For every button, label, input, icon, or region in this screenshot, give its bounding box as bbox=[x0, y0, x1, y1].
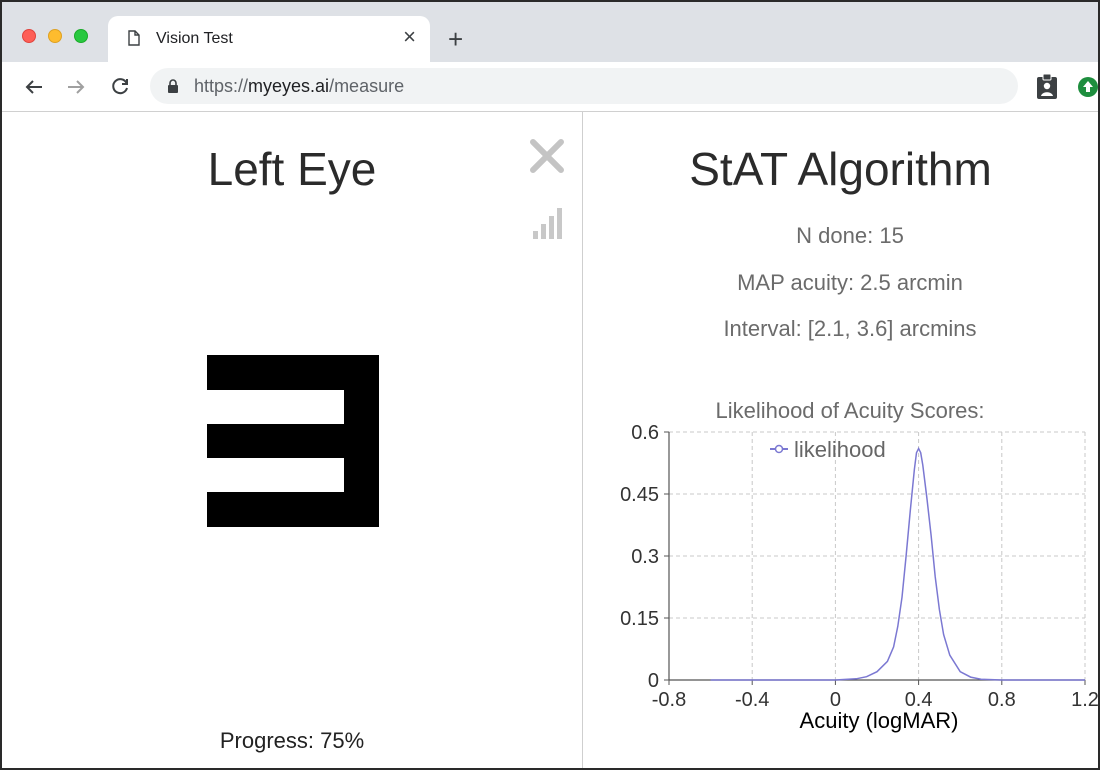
close-icon[interactable] bbox=[529, 138, 565, 174]
url-scheme: https:// bbox=[194, 76, 249, 96]
y-tick-label: 0.15 bbox=[620, 608, 659, 630]
y-tick-label: 0.3 bbox=[631, 546, 659, 568]
back-arrow-icon[interactable] bbox=[22, 75, 46, 99]
clipboard-icon[interactable] bbox=[1036, 74, 1058, 100]
page-title: Left Eye bbox=[207, 143, 377, 195]
algorithm-panel: StAT Algorithm N done: 15 MAP acuity: 2.… bbox=[583, 112, 1099, 768]
likelihood-chart: -0.8 -0.4 0 0.4 0.8 1.2 0 0.15 0.3 0.45 0.6 likelih… bbox=[620, 422, 1099, 733]
algorithm-title: StAT Algorithm bbox=[689, 143, 992, 195]
legend-marker-dot bbox=[774, 444, 784, 454]
pane-divider bbox=[582, 112, 583, 768]
tab-strip: Vision Test × + bbox=[2, 2, 1098, 62]
tumbling-e-optotype bbox=[207, 355, 379, 527]
y-tick-label: 0 bbox=[648, 670, 659, 692]
n-done-text: N done: 15 bbox=[796, 223, 904, 248]
x-tick-label: 0.4 bbox=[905, 689, 933, 711]
minimize-window-button[interactable] bbox=[48, 29, 62, 43]
lock-icon bbox=[168, 79, 178, 93]
y-tick-label: 0.6 bbox=[631, 422, 659, 444]
tab-title: Vision Test bbox=[156, 30, 233, 47]
left-eye-panel: Left Eye Progress: 75% bbox=[2, 112, 582, 768]
signal-bars-icon[interactable] bbox=[532, 207, 564, 239]
legend-label: likelihood bbox=[794, 437, 886, 462]
forward-arrow-icon[interactable] bbox=[64, 75, 88, 99]
document-icon bbox=[128, 30, 140, 46]
x-tick-label: 0 bbox=[830, 689, 841, 711]
interval-text: Interval: [2.1, 3.6] arcmins bbox=[723, 316, 977, 341]
reload-icon[interactable] bbox=[108, 75, 132, 99]
url-path: /measure bbox=[329, 76, 405, 96]
tab-close-icon[interactable]: × bbox=[403, 24, 416, 49]
address-bar[interactable]: https://myeyes.ai/measure bbox=[150, 68, 1018, 104]
x-tick-label: -0.8 bbox=[652, 689, 686, 711]
x-tick-label: 1.2 bbox=[1071, 689, 1099, 711]
map-acuity-text: MAP acuity: 2.5 arcmin bbox=[737, 270, 963, 295]
maximize-window-button[interactable] bbox=[74, 29, 88, 43]
new-tab-button[interactable]: + bbox=[448, 24, 464, 54]
url-host: myeyes.ai bbox=[248, 76, 330, 96]
upload-extension-icon[interactable] bbox=[1078, 77, 1098, 97]
url-text: https://myeyes.ai/measure bbox=[194, 76, 404, 97]
y-tick-label: 0.45 bbox=[620, 484, 659, 506]
progress-text: Progress: 75% bbox=[219, 728, 365, 753]
browser-toolbar: https://myeyes.ai/measure bbox=[2, 62, 1098, 112]
likelihood-series-line bbox=[710, 446, 1085, 681]
chart-title: Likelihood of Acuity Scores: bbox=[715, 398, 985, 423]
close-window-button[interactable] bbox=[22, 29, 36, 43]
x-tick-label: 0.8 bbox=[988, 689, 1016, 711]
x-axis-label: Acuity (logMAR) bbox=[800, 708, 959, 733]
x-tick-label: -0.4 bbox=[735, 689, 769, 711]
tab-vision-test[interactable]: Vision Test × bbox=[108, 16, 430, 62]
